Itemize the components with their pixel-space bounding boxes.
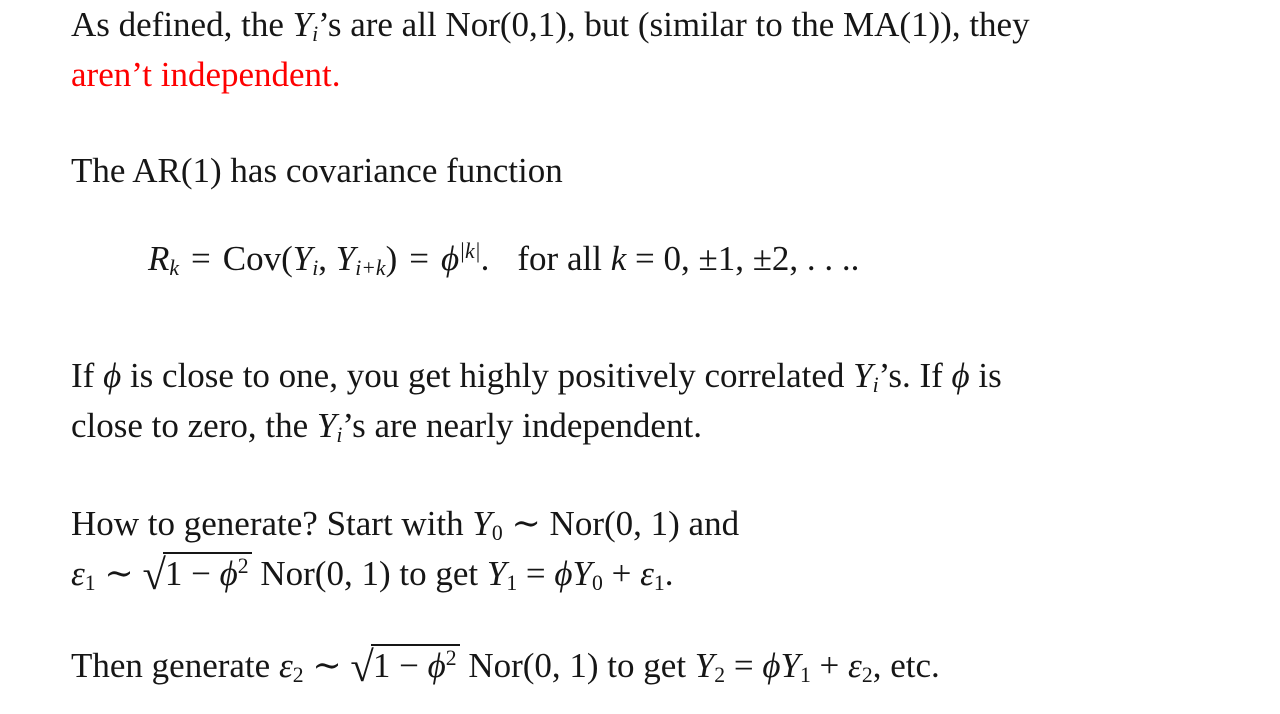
equals-operator: = [725,646,763,685]
math-var-epsilon: ε [640,554,654,593]
subscript-1: 1 [653,570,665,595]
text-run: How to generate? Start with [71,504,473,543]
tilde-operator: ∼ [303,646,351,685]
subscript-i: i [312,21,319,46]
subscript-2: 2 [292,662,304,687]
right-paren: ) [385,239,398,278]
equals-operator: = [517,554,555,593]
subscript-i: i [872,372,879,397]
text-run: Then generate [71,646,279,685]
superscript-2: 2 [237,554,249,579]
highlight-arent-independent: aren’t independent. [71,55,341,94]
radical-sign-icon: √ [350,644,374,692]
math-var-phi: ϕ [440,239,460,278]
period: . [664,554,674,593]
math-var-phi: ϕ [951,356,970,395]
text-run: ∼ Nor(0, 1) and [502,504,740,543]
math-var-Y: Y [472,504,492,543]
math-var-phi: ϕ [762,646,781,685]
math-var-R: R [148,239,170,278]
plus-operator: + [602,554,641,593]
subscript-k: k [169,255,180,280]
text-run: If [71,356,104,395]
math-var-Y: Y [292,239,313,278]
subscript-2: 2 [714,662,726,687]
tilde-operator: ∼ [95,554,143,593]
subscript-i: i [312,255,319,280]
text-run: Nor(0, 1) to get [459,646,695,685]
cov-operator: Cov [222,239,282,278]
subscript-i: i [336,422,343,447]
math-var-phi: ϕ [103,356,122,395]
math-var-Y: Y [486,554,507,593]
math-var-epsilon: ε [71,554,85,593]
radicand: 1 − ϕ2 [162,552,252,594]
subscript-i-plus-k: i+k [355,255,386,280]
radicand: 1 − ϕ2 [370,644,460,686]
math-var-Y: Y [292,5,313,44]
math-var-Y: Y [853,356,873,395]
paragraph-phi-behavior: If ϕ is close to one, you get highly pos… [71,351,1002,451]
equals-sign: = [191,239,211,278]
subscript-1: 1 [506,570,518,595]
text-run: for all [517,239,611,278]
comma: , [318,239,336,278]
math-var-Y: Y [335,239,356,278]
text-run: is [969,356,1002,395]
math-var-epsilon: ε [848,646,862,685]
superscript-2: 2 [445,646,457,671]
subscript-0: 0 [491,520,503,545]
text-run: ’s. If [878,356,952,395]
math-var-Y: Y [694,646,715,685]
equals-sign: = [409,239,429,278]
left-paren: ( [281,239,293,278]
radical-sign-icon: √ [142,552,166,600]
superscript-abs-k: |k| [459,239,481,264]
text-run: 1 − [372,646,428,685]
subscript-1: 1 [84,570,96,595]
period: . [480,239,490,278]
text-run: , etc. [872,646,940,685]
math-var-epsilon: ε [278,646,293,685]
math-var-k: k [610,239,627,278]
text-run: As defined, the [71,5,293,44]
text-run: close to zero, the [71,406,317,445]
math-var-Y: Y [316,406,337,445]
subscript-2: 2 [861,662,873,687]
sqrt-expression: √1 − ϕ2 [350,644,460,689]
text-run: = 0, ±1, ±2, . . .. [626,239,860,278]
equation-covariance: Rk = Cov(Yi, Yi+k) = ϕ|k|. for all k = 0, ±1,… [148,234,859,284]
text-run: is close to one, you get highly positive… [121,356,854,395]
math-var-phi: ϕ [427,646,446,685]
paragraph-how-to-generate: How to generate? Start with Y0 ∼ Nor(0, … [71,499,739,599]
math-var-phi: ϕ [554,554,573,593]
paragraph-covariance-intro: The AR(1) has covariance function [71,151,563,190]
math-var-Y: Y [780,646,800,685]
paragraph-definition: As defined, the Yi’s are all Nor(0,1), b… [71,0,1030,100]
math-var-phi: ϕ [219,554,238,593]
subscript-1: 1 [799,662,811,687]
sqrt-expression: √1 − ϕ2 [142,552,252,597]
plus-operator: + [810,646,849,685]
paragraph-then-generate: Then generate ε2 ∼ √1 − ϕ2 Nor(0, 1) to … [71,641,940,691]
math-var-Y: Y [572,554,593,593]
text-run: 1 − [164,554,220,593]
subscript-0: 0 [592,570,603,595]
text-run: ’s are nearly independent. [342,406,702,445]
text-run: Nor(0, 1) to get [251,554,487,593]
text-run: ’s are all Nor(0,1), but (similar to the… [318,5,1030,44]
